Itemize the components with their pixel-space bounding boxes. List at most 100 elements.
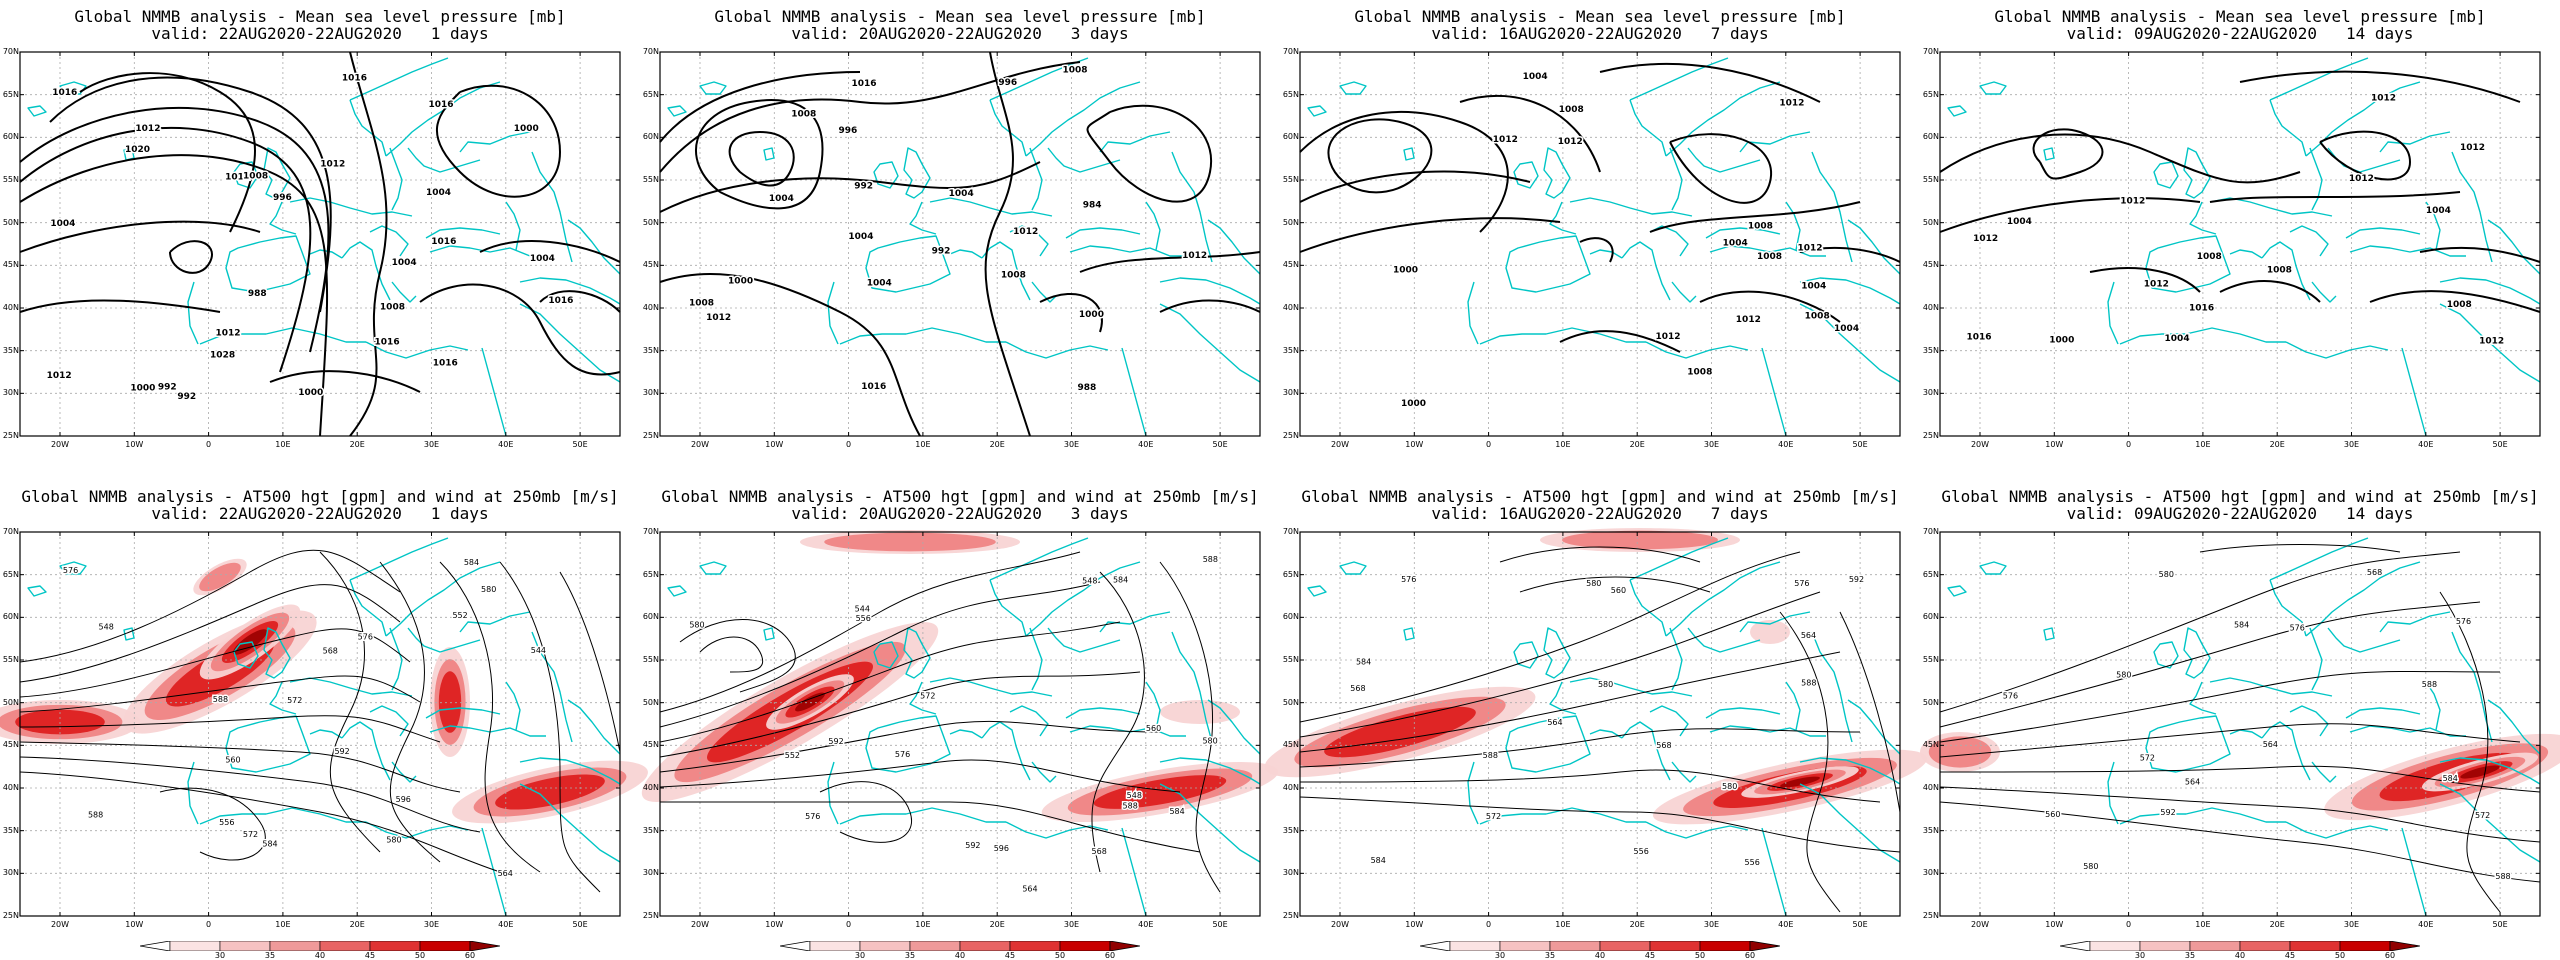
coastline	[1005, 341, 1109, 359]
lon-tick-label: 10E	[1555, 440, 1571, 449]
coastline	[2289, 225, 2329, 257]
lat-tick-label: 45N	[1282, 260, 1299, 270]
height-contour	[19, 675, 421, 713]
lon-tick-label: 20W	[1330, 440, 1350, 449]
contour-label: 988	[248, 289, 267, 299]
lat-tick-label: 50N	[1922, 697, 1939, 707]
wind-speed-shading	[1264, 528, 1928, 825]
coastline	[1005, 821, 1109, 839]
contour-label: 1028	[210, 350, 235, 360]
contour-label: 596	[994, 844, 1009, 853]
lon-tick-label: 10W	[125, 440, 144, 449]
colorbar-max-arrow	[1749, 941, 1780, 951]
coastline	[1479, 807, 1646, 825]
coastline	[981, 721, 1031, 781]
contour-label: 560	[225, 755, 240, 764]
coastline	[1207, 699, 1261, 755]
map-canvas: 548 544 548 552 556 560 564 568 572 576 580 584 588 5…	[641, 530, 1279, 917]
map-border	[19, 51, 621, 437]
contour-label: 1012	[1493, 135, 1518, 145]
lat-tick-label: 30N	[642, 868, 659, 878]
coastline	[459, 611, 531, 633]
coastlines	[1947, 537, 2541, 917]
colorbar-segment	[219, 941, 271, 951]
contour-label: 552	[785, 751, 800, 760]
isobar	[2209, 191, 2461, 203]
coastline	[429, 245, 546, 257]
coastline	[233, 641, 259, 669]
coastline	[1025, 561, 1141, 637]
coastline	[2285, 341, 2389, 359]
coastline	[2261, 241, 2311, 301]
contour-label: 1012	[1656, 332, 1681, 342]
jet-streak	[824, 532, 996, 552]
coastline	[667, 105, 687, 117]
colorbar-label: 60	[464, 951, 476, 960]
contour-label: 1004	[1834, 324, 1859, 334]
contour-label: 1016	[52, 88, 77, 98]
contour-label: 996	[273, 193, 292, 203]
coastline	[2425, 201, 2441, 251]
contour-label: 1000	[514, 124, 539, 134]
lat-tick-label: 45N	[642, 740, 659, 750]
lat-tick-label: 40N	[642, 303, 659, 312]
coastline	[1403, 627, 1415, 641]
coastline	[1339, 81, 1367, 95]
lon-tick-label: 10W	[2045, 920, 2064, 929]
panel-subtitle: valid: 22AUG2020-22AUG2020 1 days	[151, 504, 489, 523]
contour-label: 548	[1082, 577, 1097, 586]
height-contour	[1299, 591, 1821, 738]
contour-label: 1012	[1558, 137, 1583, 147]
colorbar-segment	[1449, 941, 1501, 951]
coastline	[2189, 201, 2217, 235]
coastline	[349, 99, 387, 157]
height-contours	[1939, 544, 2541, 913]
isobar	[19, 299, 221, 313]
jet-streak	[438, 671, 462, 733]
coastline	[1665, 561, 1781, 637]
map-border	[659, 51, 1261, 437]
axis-ticks	[1300, 51, 1900, 437]
contour-label: 1000	[1079, 310, 1104, 320]
contour-label: 1012	[1779, 99, 1804, 109]
coastlines	[1307, 57, 1901, 437]
coastline	[1785, 201, 1801, 251]
contour-label: 584	[2234, 620, 2249, 629]
lat-tick-label: 60N	[1282, 132, 1299, 142]
map-canvas: 544 548 552 556 560 564 568 572 576 580 584 588 592 5…	[0, 531, 648, 917]
lon-tick-label: 50E	[2492, 920, 2508, 929]
contour-label: 1004	[50, 219, 75, 229]
map-canvas: 1012 1012 1008 1016 1016 1012 1012 1012 1012 1008…	[1939, 51, 2541, 437]
lat-tick-label: 60N	[1282, 612, 1299, 622]
contour-label: 1000	[1401, 399, 1426, 409]
coastline	[199, 327, 366, 345]
colorbar-label: 45	[2284, 951, 2296, 960]
isobar	[2369, 290, 2541, 313]
lat-tick-label: 35N	[1922, 825, 1939, 835]
contour-label: 564	[1547, 718, 1562, 727]
contour-label: 572	[287, 696, 302, 705]
contour-labels: 1012100810041000100810041012101210121012…	[1391, 70, 1860, 410]
lon-tick-label: 40E	[1138, 920, 1154, 929]
isobar	[659, 61, 1081, 173]
coastline	[531, 151, 573, 263]
contour-label: 1004	[848, 232, 873, 242]
lat-tick-label: 60N	[1922, 612, 1939, 622]
isobar	[1559, 330, 1681, 353]
jet-streak	[1093, 775, 1227, 809]
lat-tick-label: 55N	[1922, 175, 1939, 184]
coastline	[1811, 631, 1853, 743]
height-contour	[1519, 576, 1711, 593]
coastline	[1649, 705, 1689, 737]
lon-tick-label: 50E	[572, 920, 588, 929]
height-contour	[1299, 651, 1841, 753]
panel-subtitle: valid: 22AUG2020-22AUG2020 1 days	[151, 24, 489, 43]
coastline	[1589, 729, 1623, 739]
coastline	[1009, 225, 1049, 257]
colorbar-segment	[1499, 941, 1551, 951]
coastline	[385, 81, 501, 157]
contour-label: 552	[452, 611, 467, 620]
coastline	[349, 537, 449, 581]
contour-label: 1008	[1001, 271, 1026, 281]
contour-label: 1012	[135, 124, 160, 134]
